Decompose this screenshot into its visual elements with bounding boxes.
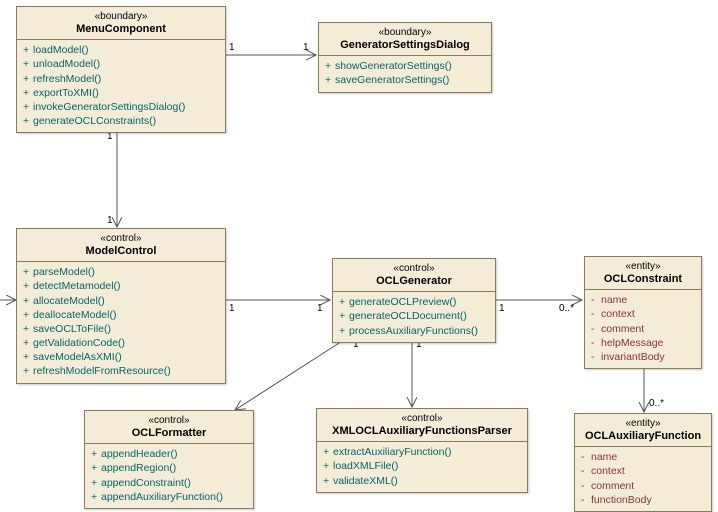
class-ocl-generator: «control» OCLGenerator +generateOCLPrevi… [332, 258, 496, 343]
op: detectMetamodel() [33, 280, 121, 292]
stereotype: «control» [341, 263, 487, 275]
class-name: OCLConstraint [593, 273, 693, 286]
class-body: -name -context -comment -functionBody [575, 447, 711, 511]
class-header: «control» OCLGenerator [333, 259, 495, 292]
op: showGeneratorSettings() [335, 60, 452, 72]
op: invokeGeneratorSettingsDialog() [33, 101, 185, 113]
class-name: ModelControl [25, 245, 217, 258]
mult-model-oclgen-dst: 1 [317, 303, 323, 314]
op: saveGeneratorSettings() [335, 74, 449, 86]
op: allocateModel() [33, 295, 105, 307]
class-generator-settings-dialog: «boundary» GeneratorSettingsDialog +show… [318, 22, 492, 93]
class-header: «control» ModelControl [17, 229, 225, 262]
op: generateOCLDocument() [349, 310, 467, 322]
class-header: «control» XMLOCLAuxiliaryFunctionsParser [317, 409, 527, 442]
op: appendHeader() [101, 448, 177, 460]
mult-menu-model-dst: 1 [107, 215, 113, 226]
class-xml-ocl-aux-parser: «control» XMLOCLAuxiliaryFunctionsParser… [316, 408, 528, 493]
class-header: «boundary» MenuComponent [17, 7, 225, 40]
class-header: «entity» OCLAuxiliaryFunction [575, 414, 711, 447]
class-body: +loadModel() +unloadModel() +refreshMode… [17, 40, 225, 132]
op: unloadModel() [33, 58, 100, 70]
class-body: +parseModel() +detectMetamodel() +alloca… [17, 262, 225, 382]
mult-oclgen-constraint-dst: 0..* [559, 303, 574, 314]
op: refreshModelFromResource() [33, 365, 171, 377]
class-header: «control» OCLFormatter [85, 411, 253, 444]
mult-model-oclgen-src: 1 [229, 303, 235, 314]
mult-constraint-aux-dst: 0..* [649, 398, 664, 409]
op: extractAuxiliaryFunction() [333, 446, 451, 458]
op: parseModel() [33, 266, 95, 278]
class-name: OCLAuxiliaryFunction [583, 430, 703, 443]
attr: comment [601, 323, 644, 335]
op: saveOCLToFile() [33, 323, 111, 335]
class-body: +showGeneratorSettings() +saveGeneratorS… [319, 56, 491, 91]
attr: name [591, 451, 617, 463]
op: appendAuxiliaryFunction() [101, 491, 223, 503]
stereotype: «boundary» [25, 11, 217, 23]
attr: invariantBody [601, 351, 665, 363]
class-menu-component: «boundary» MenuComponent +loadModel() +u… [16, 6, 226, 133]
stereotype: «entity» [593, 261, 693, 273]
op: refreshModel() [33, 73, 101, 85]
class-header: «entity» OCLConstraint [585, 257, 701, 290]
op: deallocateModel() [33, 309, 116, 321]
attr: context [591, 465, 625, 477]
op: validateXML() [333, 475, 398, 487]
op: appendConstraint() [101, 477, 191, 489]
stereotype: «boundary» [327, 27, 483, 39]
class-ocl-auxiliary-function: «entity» OCLAuxiliaryFunction -name -con… [574, 413, 712, 512]
stereotype: «control» [325, 413, 519, 425]
class-body: -name -context -comment -helpMessage -in… [585, 290, 701, 368]
op: generateOCLConstraints() [33, 115, 156, 127]
class-model-control: «control» ModelControl +parseModel() +de… [16, 228, 226, 384]
class-body: +appendHeader() +appendRegion() +appendC… [85, 444, 253, 508]
class-body: +generateOCLPreview() +generateOCLDocume… [333, 292, 495, 342]
class-name: MenuComponent [25, 23, 217, 36]
op: processAuxiliaryFunctions() [349, 325, 478, 337]
class-ocl-constraint: «entity» OCLConstraint -name -context -c… [584, 256, 702, 369]
mult-menu-gsd-dst: 1 [303, 42, 309, 53]
class-header: «boundary» GeneratorSettingsDialog [319, 23, 491, 56]
attr: name [601, 294, 627, 306]
class-body: +extractAuxiliaryFunction() +loadXMLFile… [317, 442, 527, 492]
op: appendRegion() [101, 462, 176, 474]
op: exportToXMI() [33, 87, 99, 99]
stereotype: «entity» [583, 418, 703, 430]
class-name: OCLGenerator [341, 275, 487, 288]
mult-oclgen-constraint-src: 1 [499, 303, 505, 314]
class-name: OCLFormatter [93, 427, 245, 440]
op: getValidationCode() [33, 337, 125, 349]
op: loadXMLFile() [333, 460, 398, 472]
stereotype: «control» [93, 415, 245, 427]
stereotype: «control» [25, 233, 217, 245]
mult-menu-gsd-src: 1 [229, 42, 235, 53]
class-ocl-formatter: «control» OCLFormatter +appendHeader() +… [84, 410, 254, 509]
op: saveModelAsXMI() [33, 351, 122, 363]
attr: context [601, 308, 635, 320]
attr: helpMessage [601, 337, 663, 349]
class-name: GeneratorSettingsDialog [327, 39, 483, 52]
attr: functionBody [591, 494, 652, 506]
op: generateOCLPreview() [349, 296, 456, 308]
op: loadModel() [33, 44, 88, 56]
class-name: XMLOCLAuxiliaryFunctionsParser [325, 425, 519, 438]
attr: comment [591, 480, 634, 492]
